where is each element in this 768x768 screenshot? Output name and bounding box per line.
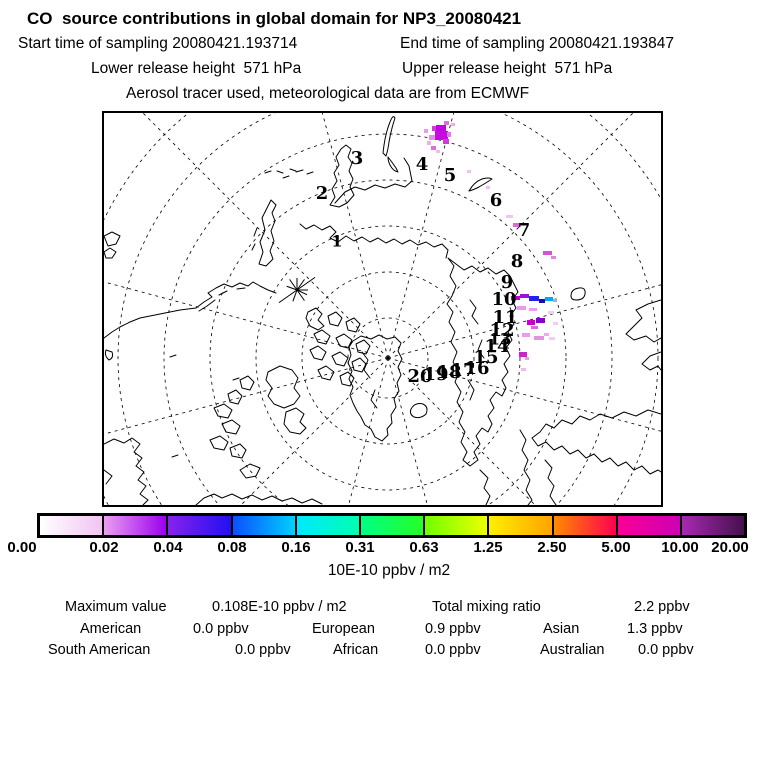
european-value: 0.9 ppbv — [425, 621, 481, 637]
page-title: CO source contributions in global domain… — [27, 9, 522, 28]
asian-value: 1.3 ppbv — [627, 621, 683, 637]
colorbar-segment-1 — [104, 516, 169, 535]
trajectory-day-20: 20 — [407, 366, 432, 387]
colorbar-tick-0.08: 0.08 — [217, 539, 247, 556]
tracer-note-text: Aerosol tracer used, meteorological data… — [126, 85, 530, 102]
colorbar-segment-6 — [425, 516, 490, 535]
colorbar-unit-label: 10E-10 ppbv / m2 — [327, 562, 451, 579]
coastlines — [104, 116, 661, 505]
trajectory-day-10: 10 — [491, 289, 516, 310]
total-mixing-ratio-label: Total mixing ratio — [432, 599, 541, 615]
trajectory-day-17: 17 — [450, 360, 475, 381]
concentration-patches — [424, 121, 558, 371]
european-label: European — [312, 621, 375, 637]
trajectory-day-1: 1 — [331, 232, 342, 251]
trajectory-day-15: 15 — [473, 347, 498, 368]
colorbar-tick-0.16: 0.16 — [281, 539, 311, 556]
lower-release-text: Lower release height 571 hPa — [91, 60, 302, 77]
start-time-text: Start time of sampling 20080421.193714 — [18, 35, 298, 52]
colorbar-tick-1.25: 1.25 — [473, 539, 503, 556]
colorbar-segment-7 — [489, 516, 554, 535]
trajectory-day-18: 18 — [436, 362, 461, 383]
african-label: African — [333, 642, 379, 658]
trajectory-day-16: 16 — [464, 358, 489, 379]
colorbar-segment-10 — [681, 516, 745, 535]
end-time-text: End time of sampling 20080421.193847 — [400, 35, 675, 52]
colorbar-tick-5.00: 5.00 — [601, 539, 631, 556]
australian-label: Australian — [540, 642, 605, 658]
max-value-label: Maximum value — [65, 599, 167, 615]
trajectory-day-6: 6 — [490, 190, 503, 211]
trajectory-day-19: 19 — [423, 364, 448, 385]
colorbar-tick-0.04: 0.04 — [153, 539, 183, 556]
trajectory-day-4: 4 — [416, 154, 429, 175]
colorbar-tick-0.02: 0.02 — [89, 539, 119, 556]
south-american-label: South American — [48, 642, 151, 658]
american-value: 0.0 ppbv — [193, 621, 249, 637]
colorbar-segment-2 — [168, 516, 233, 535]
colorbar-tick-0.63: 0.63 — [409, 539, 439, 556]
trajectory-day-11: 11 — [492, 307, 517, 328]
colorbar-segment-5 — [360, 516, 426, 535]
trajectory-day-3: 3 — [351, 148, 364, 169]
release-location-star-icon — [278, 276, 316, 304]
african-value: 0.0 ppbv — [425, 642, 481, 658]
trajectory-day-12: 12 — [489, 320, 514, 341]
trajectory-day-14: 14 — [484, 336, 509, 357]
trajectory-day-7: 7 — [518, 220, 531, 241]
colorbar-segment-8 — [553, 516, 618, 535]
south-american-value: 0.0 ppbv — [235, 642, 291, 658]
trajectory-day-8: 8 — [511, 251, 524, 272]
upper-release-text: Upper release height 571 hPa — [402, 60, 613, 77]
colorbar-tick-10.00: 10.00 — [661, 539, 699, 556]
colorbar-tick-0.00: 0.00 — [7, 539, 37, 556]
colorbar-tick-2.50: 2.50 — [537, 539, 567, 556]
colorbar-segment-3 — [232, 516, 297, 535]
colorbar — [37, 513, 747, 538]
trajectory-day-2: 2 — [316, 183, 329, 204]
trajectory-day-5: 5 — [444, 165, 457, 186]
colorbar-segment-4 — [296, 516, 361, 535]
colorbar-tick-20.00: 20.00 — [711, 539, 749, 556]
max-value: 0.108E-10 ppbv / m2 — [212, 599, 347, 615]
colorbar-segment-0 — [40, 516, 105, 535]
trajectory-day-9: 9 — [501, 272, 514, 293]
american-label: American — [80, 621, 142, 637]
total-mixing-ratio-value: 2.2 ppbv — [634, 599, 690, 615]
australian-value: 0.0 ppbv — [638, 642, 694, 658]
colorbar-tick-0.31: 0.31 — [345, 539, 375, 556]
asian-label: Asian — [543, 621, 580, 637]
colorbar-segment-9 — [617, 516, 682, 535]
trajectory-day-13: 13 — [489, 330, 511, 349]
